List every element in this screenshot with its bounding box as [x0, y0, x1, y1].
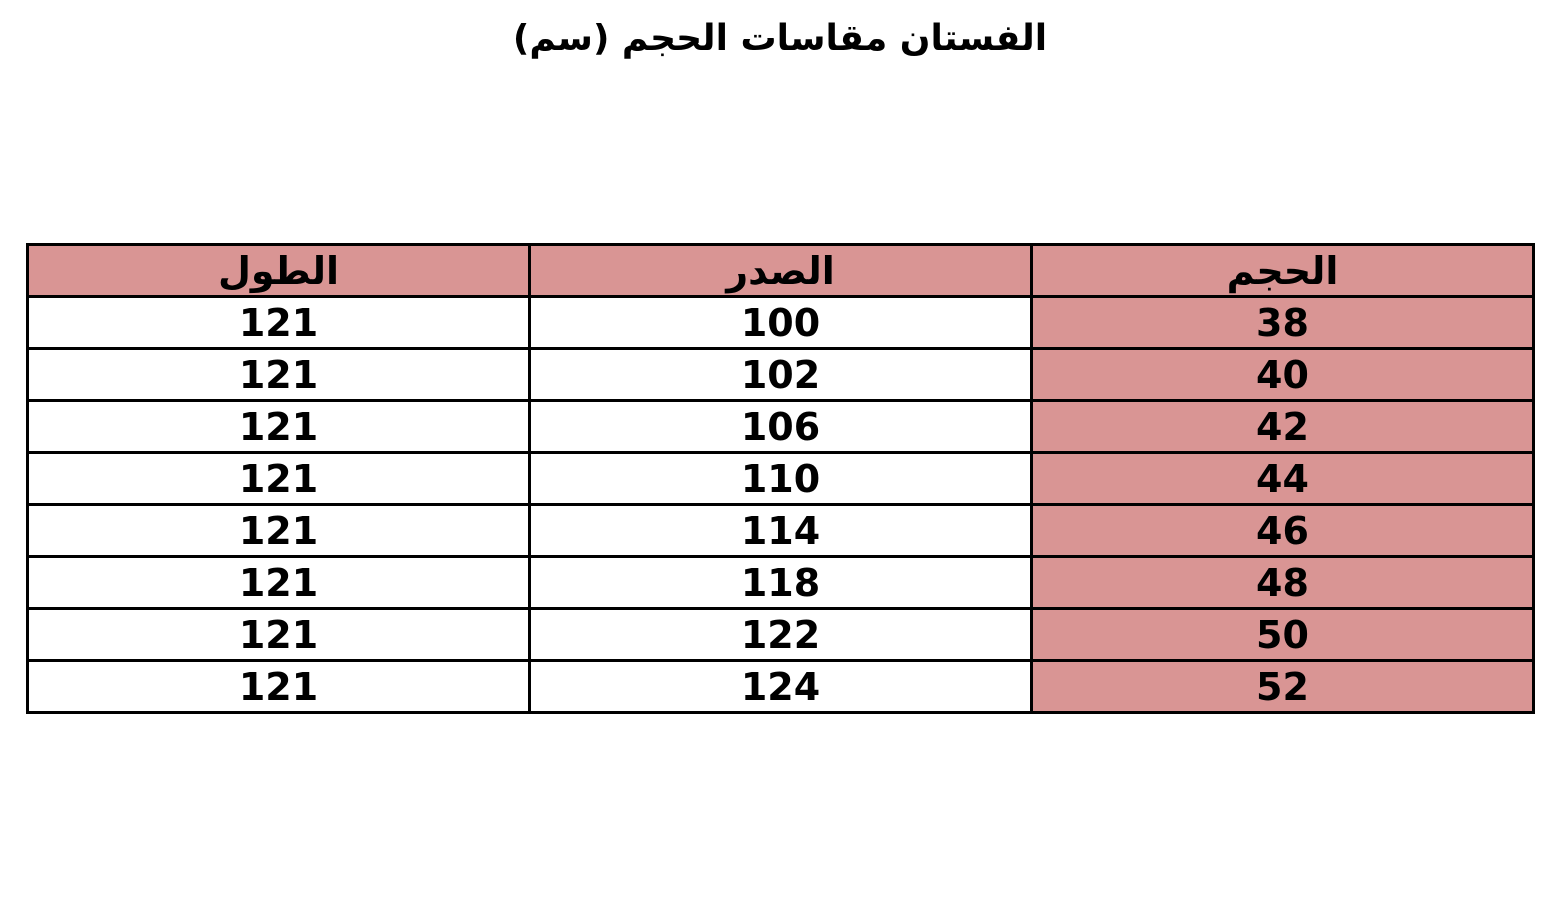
header-length: الطول [26, 243, 531, 298]
header-size: الحجم [1030, 243, 1535, 298]
bust-cell: 114 [528, 503, 1033, 558]
table-row: 46 114 121 [26, 503, 1535, 558]
size-cell: 42 [1030, 399, 1535, 454]
table-row: 44 110 121 [26, 451, 1535, 506]
size-cell: 44 [1030, 451, 1535, 506]
size-cell: 48 [1030, 555, 1535, 610]
length-cell: 121 [26, 451, 531, 506]
bust-cell: 110 [528, 451, 1033, 506]
bust-cell: 100 [528, 295, 1033, 350]
size-cell: 46 [1030, 503, 1535, 558]
length-cell: 121 [26, 659, 531, 714]
size-cell: 40 [1030, 347, 1535, 402]
bust-cell: 124 [528, 659, 1033, 714]
size-chart-table: الحجم الصدر الطول 38 100 121 40 102 121 42 106 1… [26, 243, 1535, 714]
size-cell: 50 [1030, 607, 1535, 662]
page-title: الفستان مقاسات الحجم (سم) [512, 18, 1048, 59]
length-cell: 121 [26, 607, 531, 662]
table-row: 40 102 121 [26, 347, 1535, 402]
bust-cell: 122 [528, 607, 1033, 662]
table-row: 48 118 121 [26, 555, 1535, 610]
bust-cell: 106 [528, 399, 1033, 454]
table-header-row: الحجم الصدر الطول [26, 243, 1535, 298]
length-cell: 121 [26, 555, 531, 610]
bust-cell: 102 [528, 347, 1033, 402]
table-row: 38 100 121 [26, 295, 1535, 350]
size-cell: 38 [1030, 295, 1535, 350]
table-row: 52 124 121 [26, 659, 1535, 714]
table-row: 42 106 121 [26, 399, 1535, 454]
length-cell: 121 [26, 503, 531, 558]
bust-cell: 118 [528, 555, 1033, 610]
header-bust: الصدر [528, 243, 1033, 298]
table-row: 50 122 121 [26, 607, 1535, 662]
length-cell: 121 [26, 295, 531, 350]
length-cell: 121 [26, 347, 531, 402]
length-cell: 121 [26, 399, 531, 454]
size-cell: 52 [1030, 659, 1535, 714]
